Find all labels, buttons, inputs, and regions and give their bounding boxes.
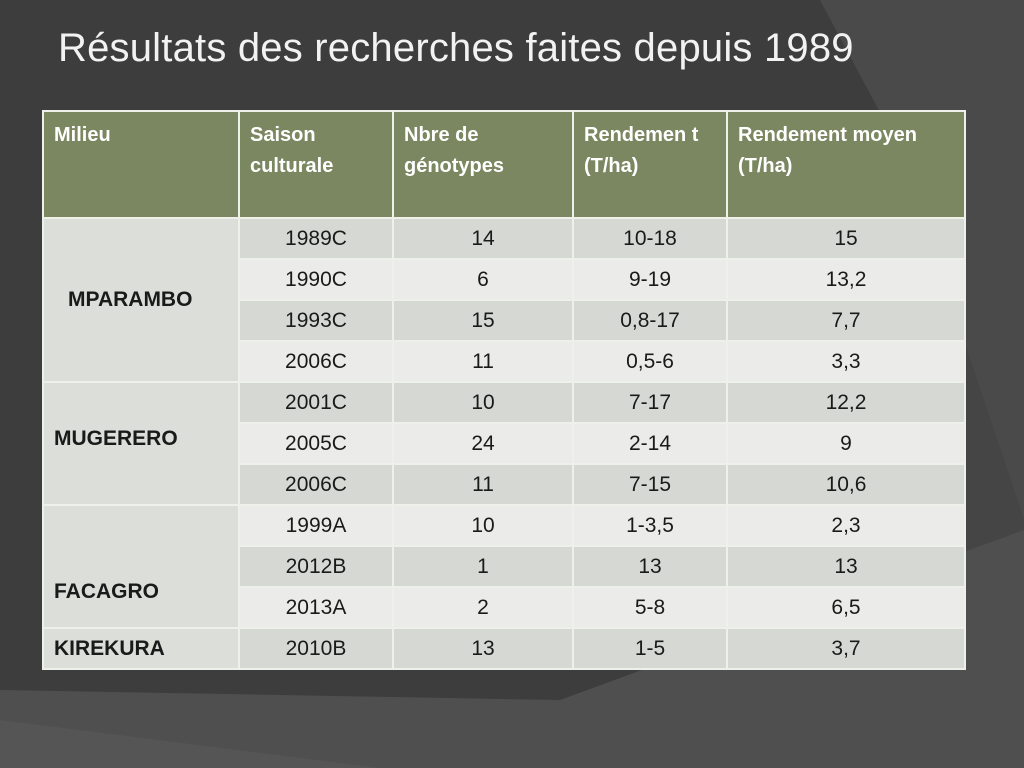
moyen-cell: 13,2 <box>726 258 966 301</box>
saison-cell: 2013A <box>238 586 394 629</box>
rendement-cell: 2-14 <box>572 422 728 465</box>
saison-cell: 2001C <box>238 381 394 424</box>
saison-cell: 1990C <box>238 258 394 301</box>
rendement-cell: 9-19 <box>572 258 728 301</box>
moyen-cell: 3,3 <box>726 340 966 383</box>
nbre-cell: 24 <box>392 422 574 465</box>
moyen-cell: 2,3 <box>726 504 966 547</box>
moyen-cell: 3,7 <box>726 627 966 670</box>
table-row: 2013A 2 5-8 6,5 <box>43 586 966 629</box>
rendement-cell: 1-5 <box>572 627 728 670</box>
table-row: MPARAMBO 1989C 14 10-18 15 <box>42 217 966 383</box>
nbre-cell: 2 <box>392 586 574 629</box>
nbre-cell: 14 <box>392 217 574 260</box>
moyen-cell: 12,2 <box>726 381 966 424</box>
table-row: FACAGRO 1999A 10 1-3,5 2,3 <box>42 504 966 629</box>
moyen-cell: 13 <box>726 545 966 588</box>
milieu-cell: FACAGRO <box>42 504 240 629</box>
milieu-cell: KIREKURA <box>42 627 240 670</box>
table-row: MUGERERO 2001C 10 7-17 12,2 <box>42 381 966 506</box>
rendement-cell: 10-18 <box>572 217 728 260</box>
results-table: Milieu Saison culturale Nbre de génotype… <box>42 110 966 670</box>
milieu-cell: MUGERERO <box>42 381 240 506</box>
table-row: 2006C 11 7-15 10,6 <box>43 463 966 506</box>
saison-cell: 2012B <box>238 545 394 588</box>
saison-cell: 2006C <box>238 463 394 506</box>
header-rendement: Rendemen t (T/ha) <box>572 110 728 219</box>
nbre-cell: 15 <box>392 299 574 342</box>
rendement-cell: 7-15 <box>572 463 728 506</box>
rendement-cell: 13 <box>572 545 728 588</box>
table-row: KIREKURA 2010B 13 1-5 3,7 <box>42 627 966 670</box>
nbre-cell: 1 <box>392 545 574 588</box>
table-header-row: Milieu Saison culturale Nbre de génotype… <box>42 110 966 219</box>
table-row: 2012B 1 13 13 <box>43 545 966 588</box>
nbre-cell: 10 <box>392 504 574 547</box>
moyen-cell: 10,6 <box>726 463 966 506</box>
saison-cell: 1993C <box>238 299 394 342</box>
header-nbre-genotypes: Nbre de génotypes <box>392 110 574 219</box>
moyen-cell: 6,5 <box>726 586 966 629</box>
table-body: MPARAMBO 1989C 14 10-18 15 1990C 6 9-19 13,2 1993… <box>42 217 966 670</box>
header-milieu: Milieu <box>42 110 240 219</box>
saison-cell: 2006C <box>238 340 394 383</box>
moyen-cell: 7,7 <box>726 299 966 342</box>
saison-cell: 2010B <box>238 627 394 670</box>
header-rendement-moyen: Rendement moyen (T/ha) <box>726 110 966 219</box>
nbre-cell: 6 <box>392 258 574 301</box>
table-row: 2005C 24 2-14 9 <box>43 422 966 465</box>
moyen-cell: 9 <box>726 422 966 465</box>
rendement-cell: 7-17 <box>572 381 728 424</box>
milieu-cell: MPARAMBO <box>42 217 240 383</box>
saison-cell: 1999A <box>238 504 394 547</box>
nbre-cell: 11 <box>392 463 574 506</box>
table-row: 1993C 15 0,8-17 7,7 <box>43 299 966 342</box>
nbre-cell: 11 <box>392 340 574 383</box>
nbre-cell: 10 <box>392 381 574 424</box>
table-row: 1990C 6 9-19 13,2 <box>43 258 966 301</box>
table-row: 2006C 11 0,5-6 3,3 <box>43 340 966 383</box>
slide-title: Résultats des recherches faites depuis 1… <box>58 26 854 70</box>
rendement-cell: 0,5-6 <box>572 340 728 383</box>
rendement-cell: 0,8-17 <box>572 299 728 342</box>
saison-cell: 2005C <box>238 422 394 465</box>
rendement-cell: 1-3,5 <box>572 504 728 547</box>
rendement-cell: 5-8 <box>572 586 728 629</box>
nbre-cell: 13 <box>392 627 574 670</box>
moyen-cell: 15 <box>726 217 966 260</box>
header-saison: Saison culturale <box>238 110 394 219</box>
saison-cell: 1989C <box>238 217 394 260</box>
